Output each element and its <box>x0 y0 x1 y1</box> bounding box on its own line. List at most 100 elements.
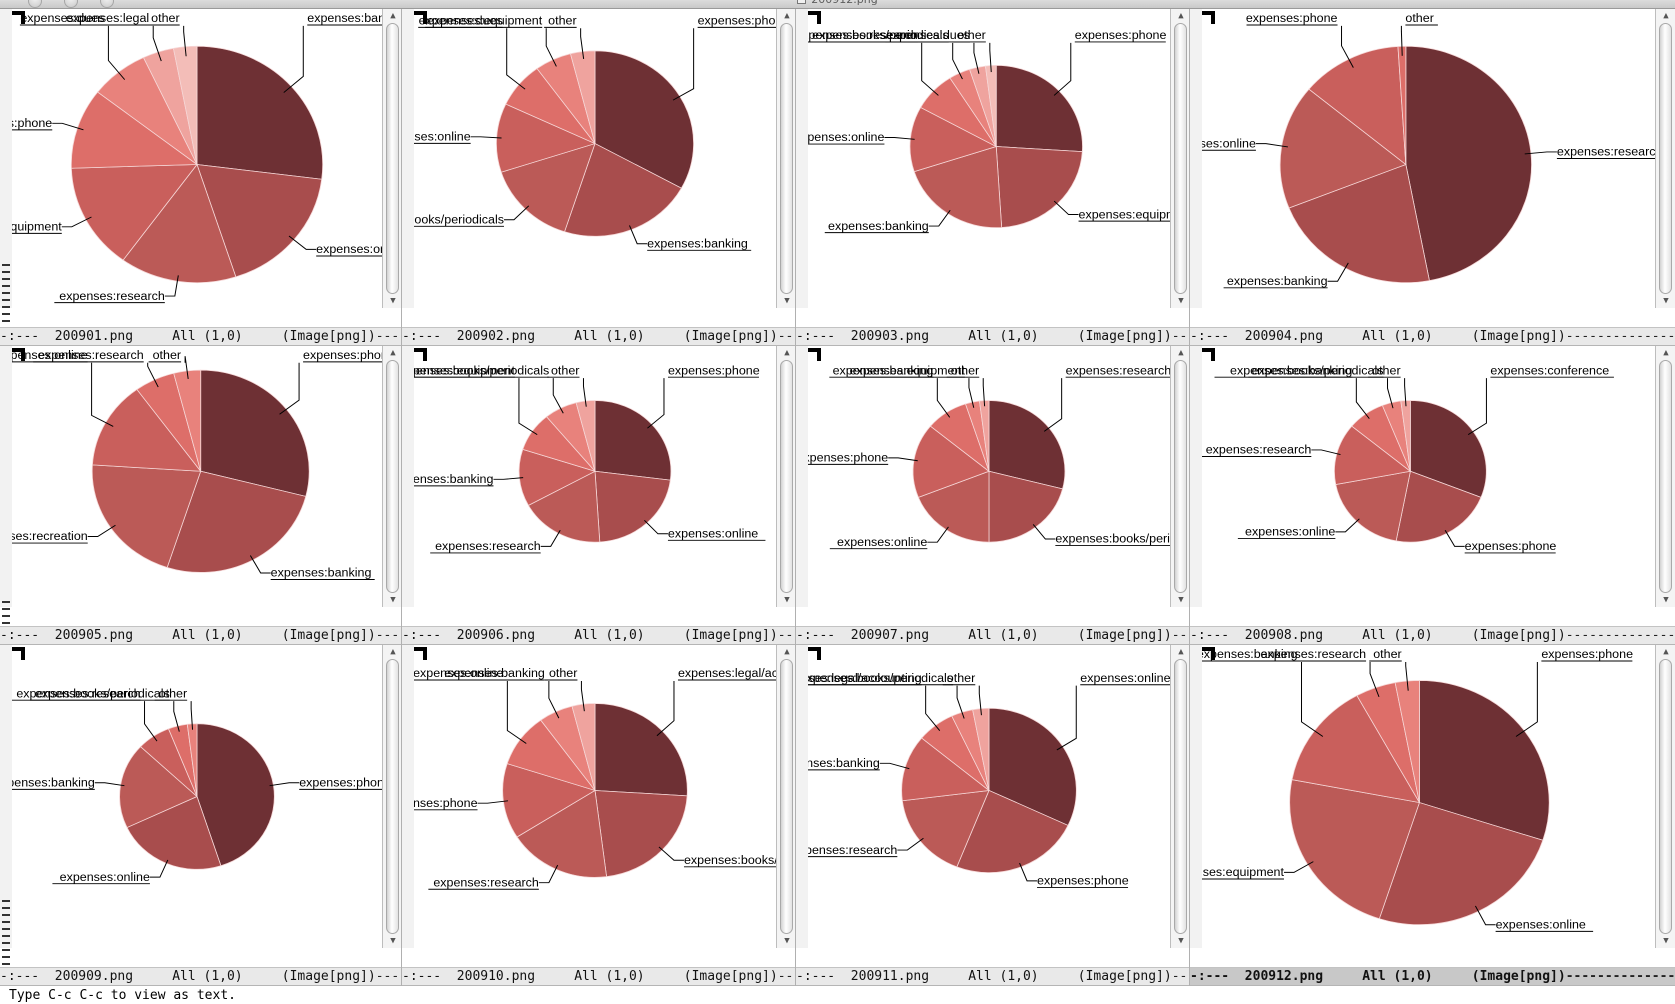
vertical-scrollbar[interactable]: ▲ ▼ <box>776 645 796 948</box>
minimize-button[interactable] <box>64 0 78 8</box>
modeline-mode: (Image[png]) <box>242 969 376 984</box>
scroll-down-arrow-icon[interactable]: ▼ <box>390 936 396 946</box>
pie-svg: expenses:banking expenses:online expenses:… <box>12 12 382 304</box>
image-pane[interactable]: expenses:phone expenses:online expenses:re… <box>402 346 796 626</box>
label-leader-line <box>658 846 684 861</box>
scroll-up-arrow-icon[interactable]: ▲ <box>1663 348 1669 358</box>
scroll-down-arrow-icon[interactable]: ▼ <box>390 595 396 605</box>
scroll-down-arrow-icon[interactable]: ▼ <box>1663 936 1669 946</box>
window-separator <box>1189 645 1190 986</box>
scrollbar-thumb[interactable] <box>1174 360 1187 593</box>
pie-slice-label: expenses:legal <box>66 12 149 26</box>
maximize-button[interactable] <box>100 0 114 8</box>
scrollbar-thumb[interactable] <box>386 360 399 593</box>
vertical-scrollbar[interactable]: ▲ ▼ <box>382 9 402 308</box>
pie-chart-200901: expenses:banking expenses:online expenses:… <box>12 9 382 308</box>
vertical-scrollbar[interactable]: ▲ ▼ <box>776 9 796 308</box>
pie-chart-200904: expenses:research expenses:banking expense… <box>1202 9 1655 308</box>
pie-slice-label: expenses:books/periodicals <box>16 687 169 701</box>
scroll-up-arrow-icon[interactable]: ▲ <box>390 11 396 21</box>
scrollbar-thumb[interactable] <box>1174 23 1187 294</box>
emacs-window-200911[interactable]: expenses:online expenses:phone expenses:re… <box>796 645 1190 986</box>
vertical-scrollbar[interactable]: ▲ ▼ <box>1655 9 1675 308</box>
pie-slice-label: expenses:banking <box>647 237 748 251</box>
emacs-window-200912[interactable]: expenses:phone expenses:online expenses:eq… <box>1190 645 1675 986</box>
vertical-scrollbar[interactable]: ▲ ▼ <box>382 346 402 607</box>
vertical-scrollbar[interactable]: ▲ ▼ <box>1170 645 1190 948</box>
scroll-up-arrow-icon[interactable]: ▲ <box>1178 348 1184 358</box>
scrollbar-thumb[interactable] <box>1659 360 1672 593</box>
image-pane[interactable]: expenses:conference expenses:phone expense… <box>1190 346 1675 626</box>
image-pane[interactable]: expenses:phone expenses:online expenses:ba… <box>0 645 402 967</box>
label-leader-line <box>477 800 509 804</box>
image-pane[interactable]: expenses:phone expenses:banking expenses:b… <box>402 9 796 327</box>
emacs-window-200908[interactable]: expenses:conference expenses:phone expense… <box>1190 346 1675 645</box>
emacs-window-200907[interactable]: expenses:research expenses:books/periodic… <box>796 346 1190 645</box>
emacs-window-200905[interactable]: expenses:phone expenses:banking expenses:r… <box>0 346 402 645</box>
scroll-down-arrow-icon[interactable]: ▼ <box>390 296 396 306</box>
emacs-window-200903[interactable]: expenses:phone expenses:equipment expenses… <box>796 9 1190 346</box>
truncation-indicator <box>2 320 10 322</box>
label-leader-line <box>493 477 524 480</box>
image-pane[interactable]: expenses:phone expenses:online expenses:eq… <box>1190 645 1675 967</box>
scrollbar-thumb[interactable] <box>386 659 399 934</box>
pie-slice-label: expenses:dues <box>419 14 503 28</box>
image-pane[interactable]: expenses:research expenses:banking expense… <box>1190 9 1675 327</box>
scroll-up-arrow-icon[interactable]: ▲ <box>1663 647 1669 657</box>
pie-svg: expenses:online expenses:phone expenses:re… <box>808 671 1170 888</box>
scroll-down-arrow-icon[interactable]: ▼ <box>1178 936 1184 946</box>
vertical-scrollbar[interactable]: ▲ ▼ <box>382 645 402 948</box>
image-pane[interactable]: expenses:legal/accounting expenses:books/… <box>402 645 796 967</box>
label-leader-line <box>1327 262 1349 282</box>
scroll-up-arrow-icon[interactable]: ▲ <box>1663 11 1669 21</box>
scrollbar-thumb[interactable] <box>1659 23 1672 294</box>
close-button[interactable] <box>28 0 42 8</box>
emacs-window-200910[interactable]: expenses:legal/accounting expenses:books/… <box>402 645 796 986</box>
window-controls[interactable] <box>28 0 114 8</box>
scrollbar-thumb[interactable] <box>386 23 399 294</box>
scroll-down-arrow-icon[interactable]: ▼ <box>1663 595 1669 605</box>
vertical-scrollbar[interactable]: ▲ ▼ <box>1655 645 1675 948</box>
scroll-down-arrow-icon[interactable]: ▼ <box>1178 296 1184 306</box>
emacs-window-200902[interactable]: expenses:phone expenses:banking expenses:b… <box>402 9 796 346</box>
vertical-scrollbar[interactable]: ▲ ▼ <box>1170 9 1190 308</box>
scrollbar-thumb[interactable] <box>780 360 793 593</box>
image-pane[interactable]: expenses:phone expenses:equipment expenses… <box>796 9 1190 327</box>
scrollbar-thumb[interactable] <box>780 23 793 294</box>
scroll-down-arrow-icon[interactable]: ▼ <box>784 595 790 605</box>
emacs-window-200901[interactable]: expenses:banking expenses:online expenses:… <box>0 9 402 346</box>
modeline-filler: ----------------------------------------… <box>777 628 796 643</box>
scroll-down-arrow-icon[interactable]: ▼ <box>1178 595 1184 605</box>
image-pane[interactable]: expenses:phone expenses:banking expenses:r… <box>0 346 402 626</box>
scrollbar-thumb[interactable] <box>1174 659 1187 934</box>
scroll-up-arrow-icon[interactable]: ▲ <box>1178 647 1184 657</box>
scrollbar-thumb[interactable] <box>1659 659 1672 934</box>
emacs-window-200904[interactable]: expenses:research expenses:banking expense… <box>1190 9 1675 346</box>
scroll-up-arrow-icon[interactable]: ▲ <box>390 348 396 358</box>
image-pane[interactable]: expenses:online expenses:phone expenses:re… <box>796 645 1190 967</box>
scroll-down-arrow-icon[interactable]: ▼ <box>1663 296 1669 306</box>
emacs-window-200906[interactable]: expenses:phone expenses:online expenses:re… <box>402 346 796 645</box>
scroll-up-arrow-icon[interactable]: ▲ <box>784 647 790 657</box>
scroll-up-arrow-icon[interactable]: ▲ <box>1178 11 1184 21</box>
vertical-scrollbar[interactable]: ▲ ▼ <box>1655 346 1675 607</box>
label-leader-line <box>540 529 561 547</box>
image-pane[interactable]: expenses:research expenses:books/periodic… <box>796 346 1190 626</box>
image-pane[interactable]: expenses:banking expenses:online expenses:… <box>0 9 402 327</box>
emacs-window-200909[interactable]: expenses:phone expenses:online expenses:ba… <box>0 645 402 986</box>
scroll-up-arrow-icon[interactable]: ▲ <box>784 348 790 358</box>
window-separator <box>795 9 796 346</box>
echo-area: Type C-c C-c to view as text. <box>0 986 1675 1004</box>
scroll-up-arrow-icon[interactable]: ▲ <box>784 11 790 21</box>
label-leader-line <box>1369 661 1380 698</box>
scroll-down-arrow-icon[interactable]: ▼ <box>784 936 790 946</box>
label-leader-line <box>928 210 951 227</box>
left-fringe <box>1190 9 1202 308</box>
label-leader-line <box>1043 378 1063 432</box>
scroll-down-arrow-icon[interactable]: ▼ <box>784 296 790 306</box>
vertical-scrollbar[interactable]: ▲ ▼ <box>776 346 796 607</box>
scrollbar-thumb[interactable] <box>780 659 793 934</box>
label-leader-line <box>982 378 986 407</box>
vertical-scrollbar[interactable]: ▲ ▼ <box>1170 346 1190 607</box>
scroll-up-arrow-icon[interactable]: ▲ <box>390 647 396 657</box>
